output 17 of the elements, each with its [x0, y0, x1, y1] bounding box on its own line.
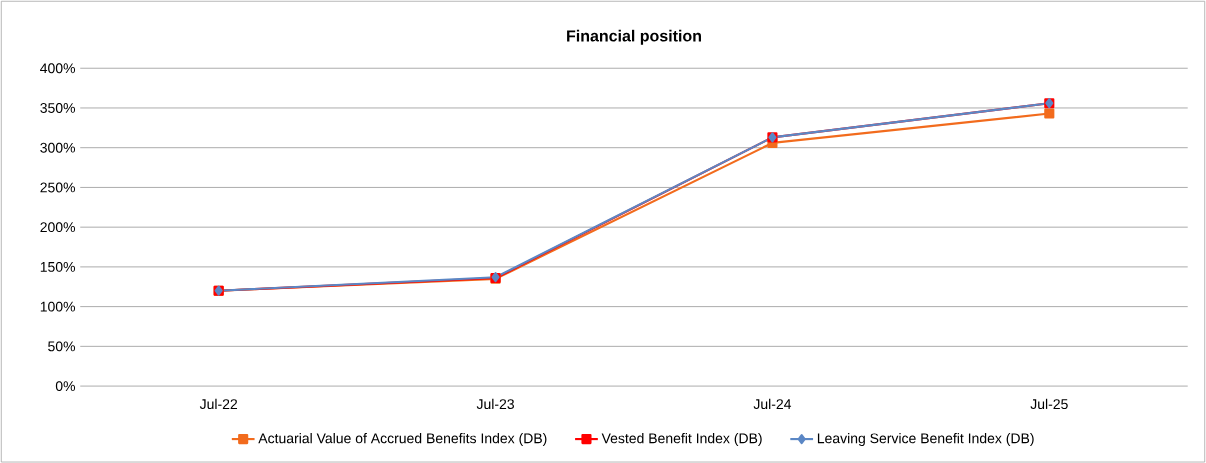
- chart-title: Financial position: [567, 29, 701, 45]
- y-tick-label: 250%: [40, 182, 76, 193]
- legend-label: Vested Benefit Index (DB): [601, 432, 762, 446]
- y-tick-label: 300%: [40, 142, 76, 153]
- y-tick-label: 350%: [40, 102, 76, 113]
- x-tick-label: Jul-22: [199, 398, 238, 409]
- y-tick-label: 100%: [40, 301, 76, 312]
- x-tick-label: Jul-24: [753, 398, 792, 409]
- x-tick-label: Jul-23: [476, 398, 514, 409]
- y-tick-label: 0%: [55, 380, 76, 391]
- legend-label: Actuarial Value of Accrued Benefits Index (DB): [258, 432, 547, 446]
- y-tick-label: 200%: [40, 222, 76, 232]
- y-tick-label: 400%: [40, 63, 76, 74]
- x-tick-label: Jul-25: [1030, 398, 1068, 409]
- legend-label: Leaving Service Benefit Index (DB): [817, 432, 1034, 446]
- y-tick-label: 50%: [48, 341, 76, 352]
- y-tick-label: 150%: [40, 261, 76, 272]
